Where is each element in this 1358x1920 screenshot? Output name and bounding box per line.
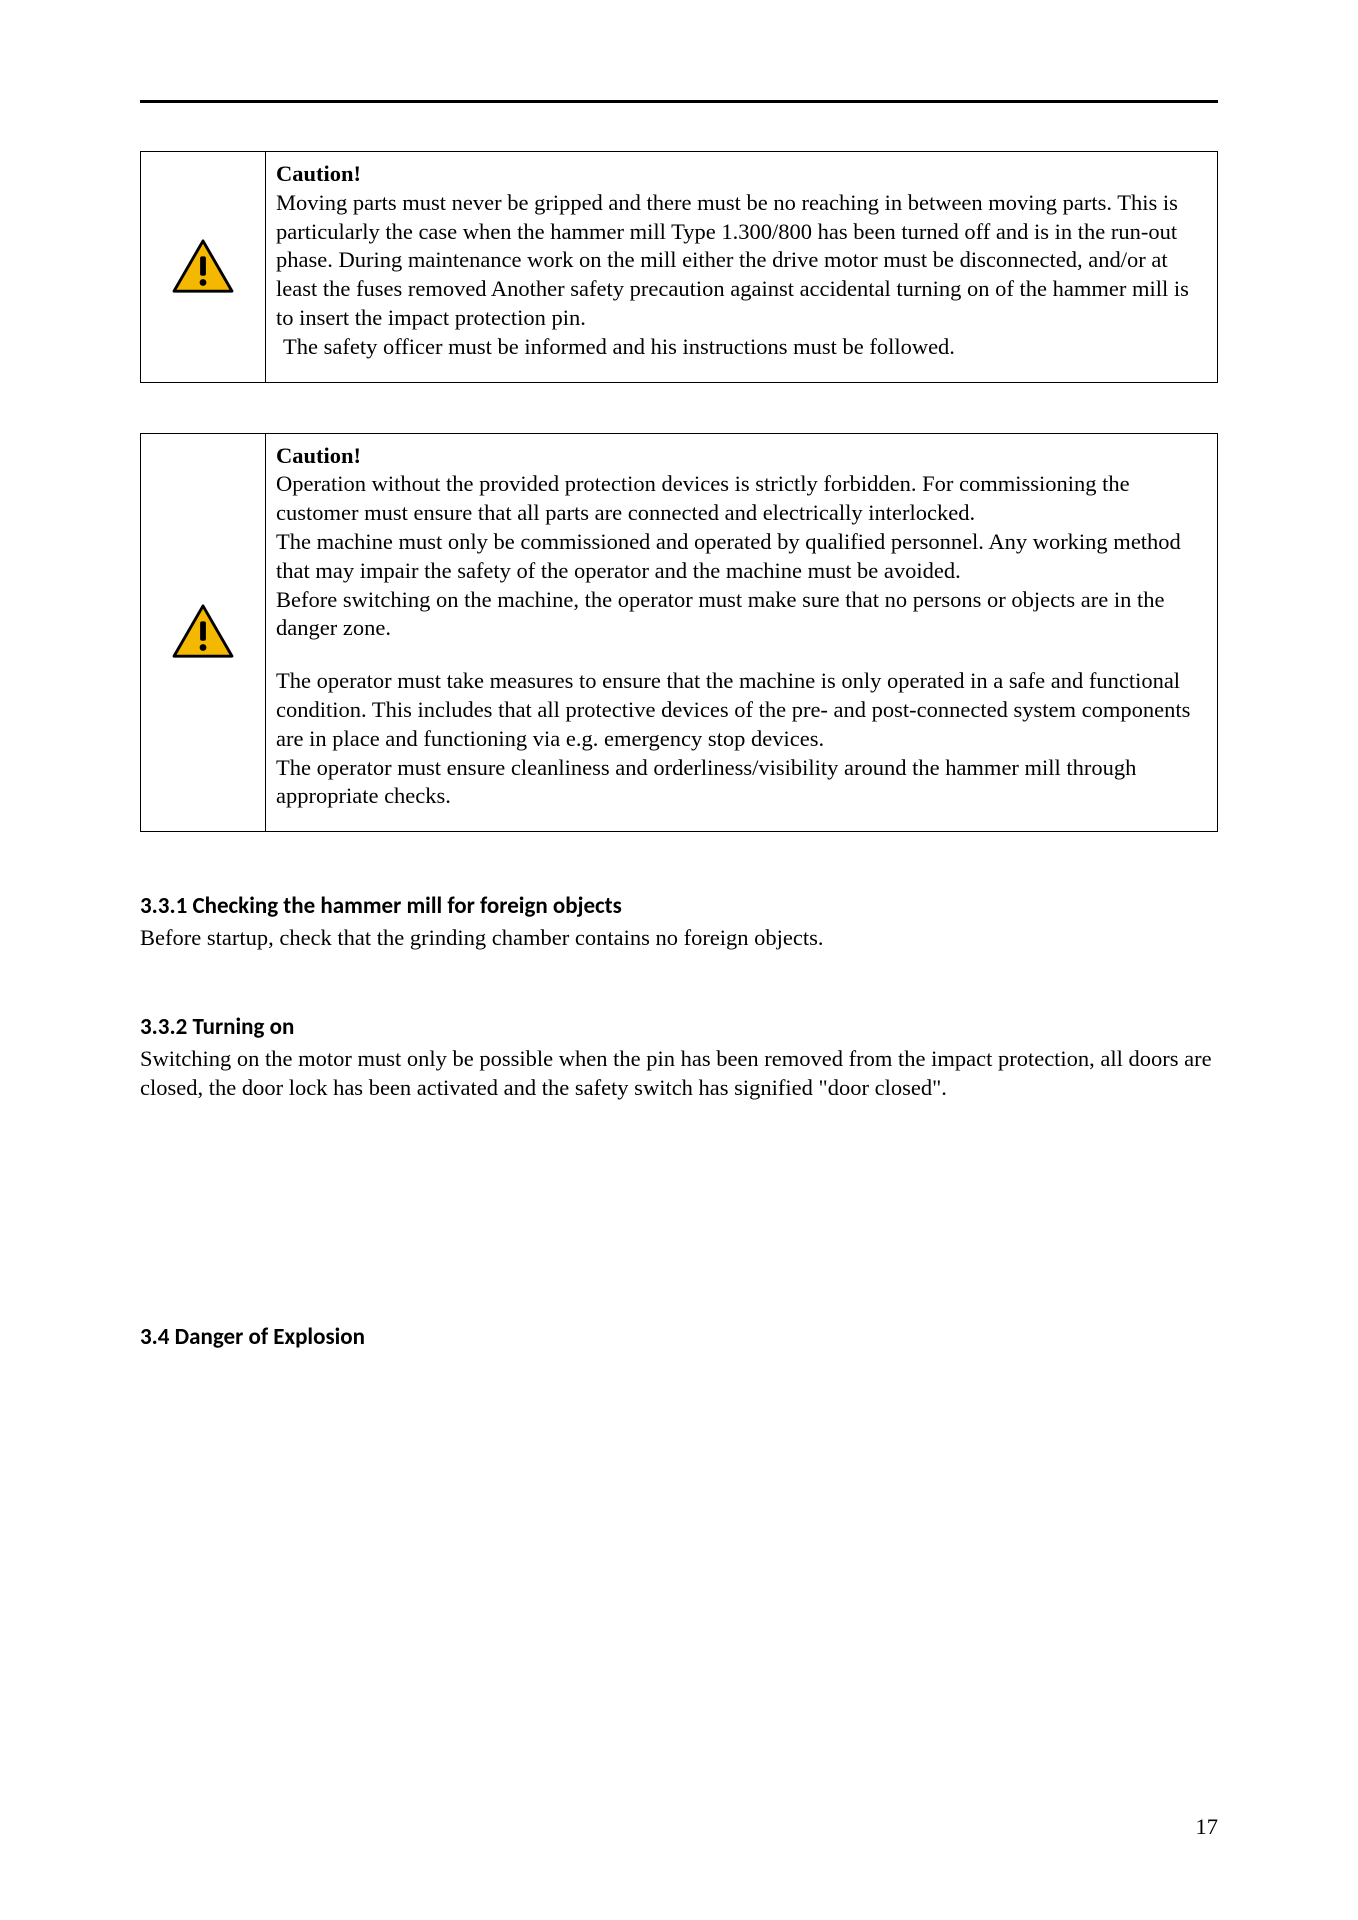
caution-body-1a: Moving parts must never be gripped and t… (276, 189, 1203, 333)
section-34-heading: 3.4 Danger of Explosion (140, 1323, 1218, 1351)
caution-box-1: Caution! Moving parts must never be grip… (140, 151, 1218, 383)
caution-box-2: Caution! Operation without the provided … (140, 433, 1218, 833)
section-34: 3.4 Danger of Explosion (140, 1323, 1218, 1351)
section-331: 3.3.1 Checking the hammer mill for forei… (140, 892, 1218, 953)
caution-body-1b: The safety officer must be informed and … (283, 333, 1203, 362)
caution-icon-cell-2 (141, 434, 266, 832)
caution2-p4: The operator must take measures to ensur… (276, 667, 1203, 753)
section-331-body: Before startup, check that the grinding … (140, 924, 1218, 953)
caution-title-1: Caution! (276, 160, 1203, 189)
caution-text-cell-2: Caution! Operation without the provided … (266, 434, 1217, 832)
header-rule (140, 100, 1218, 103)
caution-title-2: Caution! (276, 442, 1203, 471)
caution2-p2: The machine must only be commissioned an… (276, 528, 1203, 586)
caution2-p1: Operation without the provided protectio… (276, 470, 1203, 528)
caution2-p5: The operator must ensure cleanliness and… (276, 754, 1203, 812)
section-332-body: Switching on the motor must only be poss… (140, 1045, 1218, 1103)
section-331-heading: 3.3.1 Checking the hammer mill for forei… (140, 892, 1218, 920)
caution-text-cell-1: Caution! Moving parts must never be grip… (266, 152, 1217, 382)
caution2-p3: Before switching on the machine, the ope… (276, 586, 1203, 644)
warning-icon (172, 604, 234, 660)
warning-icon (172, 239, 234, 295)
section-332: 3.3.2 Turning on Switching on the motor … (140, 1013, 1218, 1103)
caution-icon-cell-1 (141, 152, 266, 382)
page-number: 17 (1196, 1814, 1219, 1840)
section-332-heading: 3.3.2 Turning on (140, 1013, 1218, 1041)
